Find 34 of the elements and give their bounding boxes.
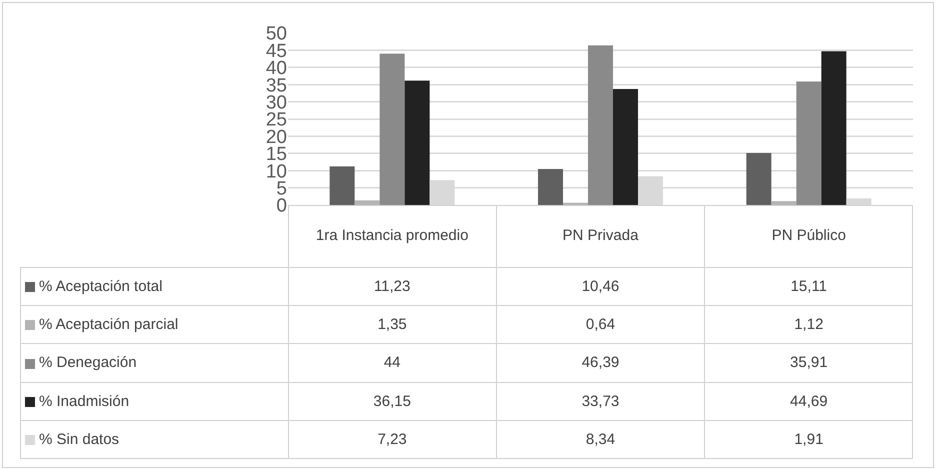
bar bbox=[821, 51, 846, 205]
data-label: 36,15 bbox=[288, 382, 496, 421]
bar bbox=[588, 45, 613, 205]
data-label: 33,73 bbox=[496, 382, 705, 421]
legend-label: % Aceptación parcial bbox=[39, 316, 178, 334]
bar bbox=[354, 200, 380, 205]
bar bbox=[613, 88, 638, 205]
data-label: 10,46 bbox=[496, 267, 705, 306]
data-label: 15,11 bbox=[704, 267, 913, 306]
data-label: 1,35 bbox=[288, 305, 496, 344]
legend-label: % Denegación bbox=[39, 354, 137, 372]
bar bbox=[538, 169, 563, 205]
legend-label: % Inadmisión bbox=[39, 392, 130, 410]
legend-label: % Aceptación total bbox=[39, 278, 162, 295]
data-label: 1,12 bbox=[704, 305, 913, 344]
bar bbox=[330, 166, 355, 205]
legend-label: % Sin datos bbox=[39, 431, 120, 448]
bar bbox=[746, 153, 772, 205]
data-label: 11,23 bbox=[288, 267, 496, 306]
x-tick-label: PN Público bbox=[704, 205, 913, 267]
data-label: 8,34 bbox=[496, 420, 705, 459]
bar bbox=[380, 54, 405, 205]
data-label: 46,39 bbox=[496, 344, 705, 382]
data-label: 35,91 bbox=[704, 344, 913, 382]
data-label: 7,23 bbox=[288, 420, 496, 459]
bar bbox=[796, 81, 822, 205]
x-tick-label: 1ra Instancia promedio bbox=[288, 205, 496, 267]
data-label: 44 bbox=[288, 344, 496, 382]
data-label: 44,69 bbox=[704, 382, 913, 421]
data-label: 1,91 bbox=[704, 420, 913, 459]
x-tick-label: PN Privada bbox=[496, 205, 705, 267]
data-label: 0,64 bbox=[496, 305, 705, 344]
bar bbox=[771, 201, 796, 205]
bar bbox=[404, 80, 430, 205]
